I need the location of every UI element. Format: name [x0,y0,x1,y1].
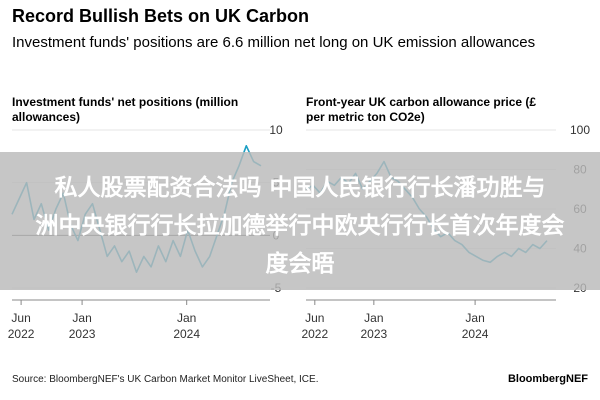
right-x-tick-label-1: Jan [364,311,383,325]
right-x-tick-label-0: Jun [305,311,324,325]
chart-subtitle: Investment funds' positions are 6.6 mill… [12,34,536,51]
right-chart-title: Front-year UK carbon allowance price (£ … [306,95,537,124]
right-x-tick-year-1: 2023 [360,327,387,341]
left-y-tick-label-0: 10 [269,123,283,137]
left-x-tick-label-0: Jun [11,311,30,325]
left-x-tick-year-1: 2023 [69,327,96,341]
overlay-band [0,152,600,290]
right-x-tick-label-2: Jan [465,311,484,325]
overlay-text-line-3: 度会晤 [265,251,335,277]
chart-title: Record Bullish Bets on UK Carbon [12,6,310,26]
left-x-tick-year-2: 2024 [173,327,200,341]
left-x-tick-label-2: Jan [177,311,196,325]
overlay-text-line-1: 私人股票配资合法吗 中国人民银行行长潘功胜与 [54,175,546,201]
right-y-tick-label-0: 100 [570,123,590,137]
overlay-text-line-2: 洲中央银行行长拉加德举行中欧央行行长首次年度会 [35,213,565,239]
right-x-tick-year-0: 2022 [301,327,328,341]
source-note: Source: BloombergNEF's UK Carbon Market … [12,374,319,385]
right-x-tick-year-2: 2024 [462,327,489,341]
left-x-tick-year-0: 2022 [8,327,35,341]
brand-logo-text: BloombergNEF [507,373,588,385]
left-x-tick-label-1: Jan [72,311,91,325]
left-chart-title: Investment funds' net positions (million… [12,95,239,124]
